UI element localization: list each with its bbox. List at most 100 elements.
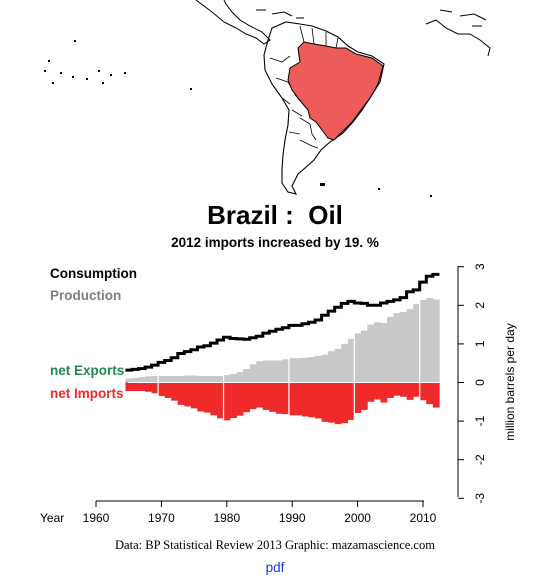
- legend-production: Production: [50, 288, 121, 303]
- production-bar: [158, 375, 165, 383]
- production-bar: [413, 304, 421, 383]
- production-bar: [236, 372, 244, 383]
- production-bar: [282, 359, 290, 383]
- legend-consumption: Consumption: [50, 266, 137, 281]
- net-imports-bar: [256, 382, 264, 408]
- net-imports-bar: [321, 382, 329, 422]
- y-axis-label: million barrels per day: [503, 323, 517, 440]
- x-tick-label: 2010: [410, 511, 437, 525]
- chart-subtitle: 2012 imports increased by 19. %: [171, 235, 379, 250]
- x-tick-label: 1980: [213, 511, 240, 525]
- y-ticks: 3 2 1 0 -1 -2 -3: [458, 263, 487, 504]
- net-imports-bar: [393, 382, 401, 396]
- production-bar: [223, 375, 231, 383]
- net-imports-bar: [269, 382, 277, 412]
- net-imports-bar: [387, 382, 394, 398]
- x-tick-label: 1970: [148, 511, 175, 525]
- x-tick-label: 2000: [344, 511, 371, 525]
- production-bar: [432, 299, 440, 383]
- production-bar: [295, 358, 303, 383]
- production-bar: [216, 375, 224, 383]
- legend-net-exports: net Exports: [50, 363, 124, 378]
- central-america-outline: [195, 0, 271, 45]
- net-imports-bar: [275, 382, 283, 414]
- production-bar: [164, 375, 172, 383]
- decade-separators: [157, 250, 421, 450]
- production-bar: [400, 311, 407, 383]
- net-imports-bar: [164, 382, 172, 398]
- caribbean-islands: [256, 9, 304, 19]
- net-imports-bar: [131, 382, 139, 391]
- production-bar: [380, 323, 388, 383]
- net-imports-bar: [347, 382, 355, 420]
- production-bar: [131, 377, 139, 383]
- net-imports-bar: [360, 382, 368, 410]
- production-bar: [419, 299, 427, 383]
- production-bar: [184, 375, 192, 383]
- y-tick-label: 0: [473, 379, 487, 386]
- production-bar: [275, 360, 283, 383]
- net-imports-bar: [432, 382, 440, 408]
- net-imports-bar: [210, 382, 218, 416]
- net-imports-bar: [341, 382, 349, 424]
- y-tick-label: 2: [473, 302, 487, 309]
- y-tick-label: 1: [473, 340, 487, 347]
- net-imports-bar: [400, 382, 407, 397]
- production-bar: [230, 374, 237, 383]
- net-imports-bar: [262, 382, 270, 410]
- consumption-line: [125, 272, 440, 372]
- production-bar: [387, 316, 394, 383]
- net-imports-bar: [328, 382, 336, 423]
- old-world-edge: [425, 9, 491, 57]
- production-bar: [315, 355, 322, 383]
- chart-title: Brazil : Oil: [207, 200, 343, 230]
- net-imports-bar: [406, 382, 414, 400]
- x-tick-label: 1990: [279, 511, 306, 525]
- production-bar: [354, 333, 362, 383]
- production-bar: [249, 364, 257, 383]
- production-bar: [360, 330, 368, 383]
- net-imports-bar: [419, 382, 427, 401]
- net-imports-bar: [334, 382, 342, 425]
- production-bar: [302, 357, 309, 383]
- production-bar: [138, 377, 146, 383]
- net-imports-bar: [249, 382, 257, 410]
- net-imports-bar: [197, 382, 205, 412]
- oil-chart: Consumption Production net Exports net I…: [40, 250, 517, 525]
- y-tick-label: -2: [473, 454, 487, 465]
- net-imports-bar: [236, 382, 244, 416]
- production-bar: [269, 360, 277, 383]
- net-imports-bar: [125, 382, 133, 391]
- net-imports-bar: [302, 382, 309, 417]
- production-bar: [210, 375, 218, 383]
- net-imports-bar: [288, 382, 296, 416]
- production-bar: [256, 361, 264, 383]
- production-bar: [341, 343, 349, 383]
- brazil-highlight: [287, 41, 384, 141]
- net-imports-bar: [308, 382, 316, 418]
- y-tick-label: -1: [473, 415, 487, 426]
- net-imports-bar: [158, 382, 165, 397]
- net-imports-bar: [315, 382, 322, 419]
- pacific-islands: [44, 40, 432, 197]
- net-imports-bar: [413, 382, 421, 397]
- production-bar: [177, 375, 185, 383]
- net-imports-bar: [138, 382, 146, 391]
- production-bar: [406, 309, 414, 383]
- production-bar: [367, 324, 375, 383]
- y-tick-label: -3: [473, 493, 487, 504]
- net-imports-bar: [171, 382, 179, 401]
- production-bar: [262, 360, 270, 383]
- net-imports-bar: [190, 382, 198, 409]
- net-imports-bar: [243, 382, 250, 413]
- production-bar: [203, 375, 211, 383]
- production-bar: [321, 354, 329, 383]
- production-bar: [347, 338, 355, 383]
- net-imports-bar: [184, 382, 192, 407]
- y-tick-label: 3: [473, 263, 487, 270]
- production-bar: [151, 375, 159, 383]
- net-imports-bar: [373, 382, 381, 400]
- production-bar: [125, 378, 133, 383]
- net-imports-bar: [216, 382, 224, 419]
- pdf-link[interactable]: pdf: [265, 560, 285, 575]
